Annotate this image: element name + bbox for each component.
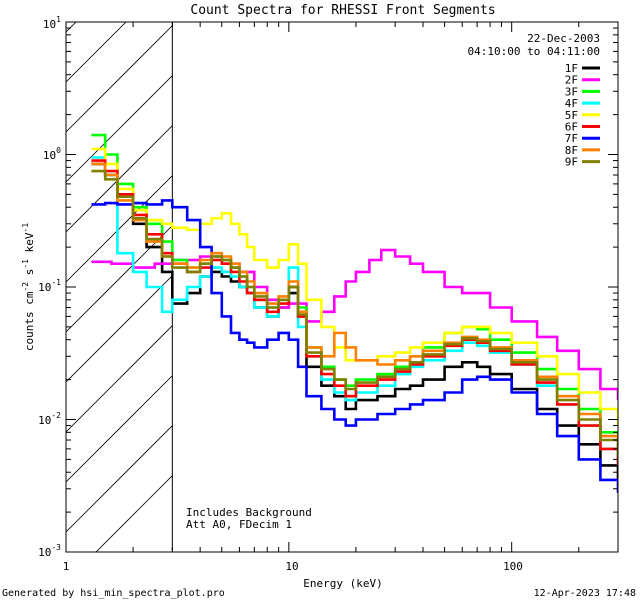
footer-plot-date: 12-Apr-2023 17:48 xyxy=(534,588,636,599)
legend-label-2f: 2F xyxy=(565,74,578,87)
x-tick-label-100: 100 xyxy=(503,560,523,573)
y-axis-label: counts cm-2 s-1 keV-1 xyxy=(21,223,36,351)
series-line-2f xyxy=(91,248,618,401)
x-tick-label-10: 10 xyxy=(285,560,298,573)
hatch-line xyxy=(66,22,277,233)
series-line-5f xyxy=(91,147,618,426)
y-tick-label-1e-3: 10-3 xyxy=(38,543,61,559)
y-axis-tick-labels: 10-3 10-2 10-1 100 101 xyxy=(38,15,61,559)
y-tick-label-1e1: 101 xyxy=(43,15,61,31)
date-label: 22-Dec-2003 xyxy=(527,32,600,45)
annotation-background: Includes Background xyxy=(186,506,312,519)
x-axis-label: Energy (keV) xyxy=(303,577,382,590)
footer-generated-by: Generated by hsi_min_spectra_plot.pro xyxy=(2,588,225,599)
legend-label-8f: 8F xyxy=(565,144,578,157)
y-tick-label-1e0: 100 xyxy=(43,146,61,162)
time-range-label: 04:10:00 to 04:11:00 xyxy=(468,45,600,58)
legend-label-6f: 6F xyxy=(565,121,578,134)
legend-label-9f: 9F xyxy=(565,156,578,169)
hatch-line xyxy=(66,22,177,133)
legend-label-1f: 1F xyxy=(565,62,578,75)
y-tick-label-1e-1: 10-1 xyxy=(38,278,61,294)
series-layer xyxy=(91,133,618,493)
y-axis-ticks xyxy=(66,21,618,553)
legend-label-3f: 3F xyxy=(565,85,578,98)
x-tick-label-1: 1 xyxy=(63,560,70,573)
y-tick-label-1e-2: 10-2 xyxy=(38,411,61,427)
series-line-9f xyxy=(91,169,618,458)
series-line-3f xyxy=(91,133,618,449)
legend-label-7f: 7F xyxy=(565,132,578,145)
annotation-attenuator: Att A0, FDecim 1 xyxy=(186,518,292,531)
hatch-line xyxy=(66,22,327,283)
legend-label-5f: 5F xyxy=(565,109,578,122)
legend-label-4f: 4F xyxy=(565,97,578,110)
series-line-7f xyxy=(91,199,618,493)
hatch-line xyxy=(66,22,227,183)
chart-title: Count Spectra for RHESSI Front Segments xyxy=(190,3,495,18)
x-axis-tick-labels: 1 10 100 xyxy=(63,560,523,573)
x-axis-ticks xyxy=(65,22,619,552)
